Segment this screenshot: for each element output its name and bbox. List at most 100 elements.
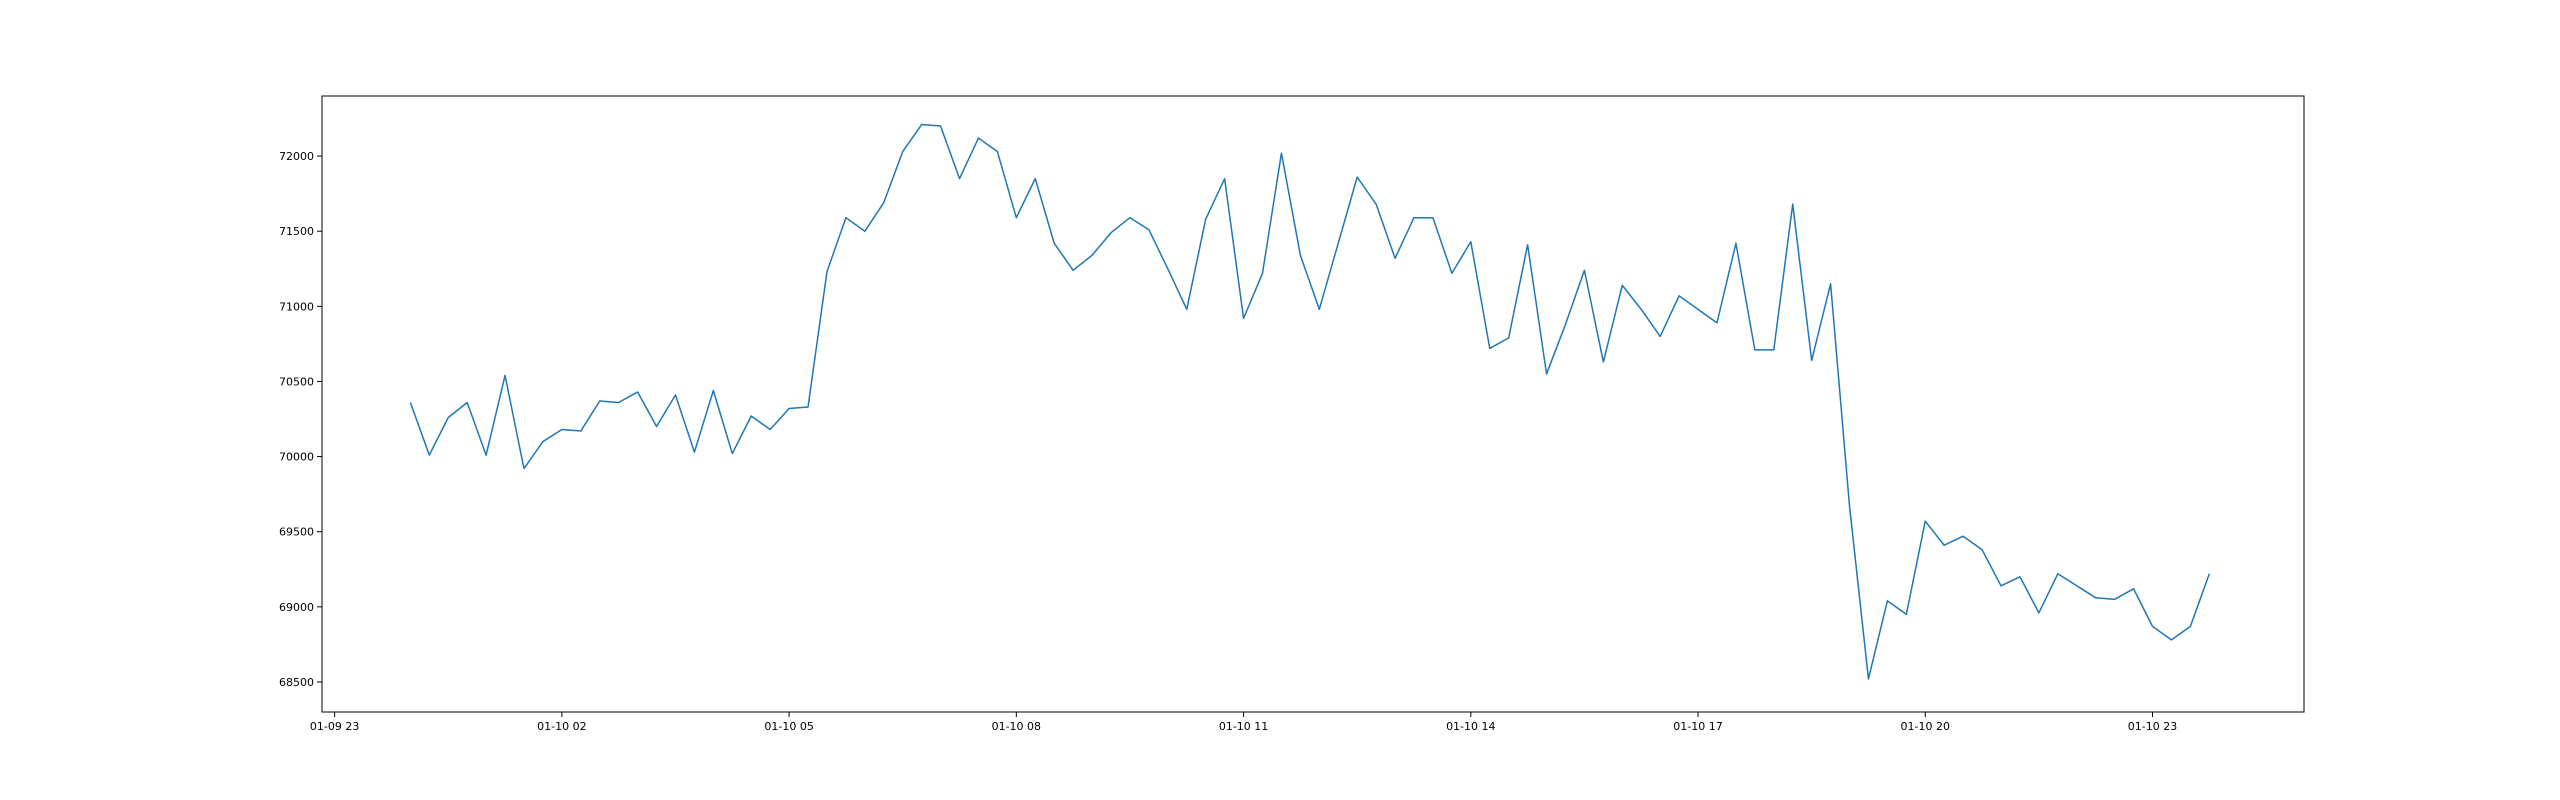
data-point <box>1281 152 1283 154</box>
y-tick-label: 70500 <box>279 375 314 388</box>
data-point <box>656 426 658 428</box>
data-point <box>1129 217 1131 219</box>
x-tick-label: 01-09 23 <box>310 720 359 733</box>
data-point <box>1375 203 1377 205</box>
data-point <box>410 402 412 404</box>
data-point <box>1016 217 1018 219</box>
data-point <box>1319 309 1321 311</box>
data-point <box>1830 283 1832 285</box>
data-point <box>1110 232 1112 234</box>
data-point <box>2152 626 2154 628</box>
data-point <box>1584 269 1586 271</box>
data-point <box>2171 639 2173 641</box>
x-tick-label: 01-10 05 <box>764 720 813 733</box>
data-point <box>1053 242 1055 244</box>
data-point <box>1205 218 1207 220</box>
data-point <box>1356 176 1358 178</box>
data-point <box>2190 626 2192 628</box>
data-point <box>1489 348 1491 350</box>
series-layer <box>409 123 2211 680</box>
data-point <box>1470 241 1472 243</box>
data-point <box>2057 573 2059 575</box>
data-point <box>864 230 866 232</box>
x-tick-label: 01-10 20 <box>1901 720 1950 733</box>
data-point <box>1603 361 1605 363</box>
data-point <box>580 430 582 432</box>
x-tick-label: 01-10 14 <box>1446 720 1495 733</box>
data-point <box>1337 242 1339 244</box>
data-point <box>1451 272 1453 274</box>
data-point <box>1735 242 1737 244</box>
data-point <box>1868 678 1870 680</box>
data-point <box>731 453 733 455</box>
data-point <box>561 429 563 431</box>
data-point <box>1413 217 1415 219</box>
data-point <box>1186 309 1188 311</box>
data-point <box>1659 336 1661 338</box>
data-point <box>807 406 809 408</box>
data-point <box>997 151 999 153</box>
data-point <box>1072 269 1074 271</box>
x-axis: 01-09 23 01-10 02 01-10 05 01-10 08 01-10 11… <box>310 712 2177 733</box>
data-point <box>1906 614 1908 616</box>
data-point <box>713 390 715 392</box>
data-point <box>2209 573 2211 575</box>
data-point <box>959 178 961 180</box>
x-tick-label: 01-10 17 <box>1673 720 1722 733</box>
data-point <box>523 468 525 470</box>
data-point <box>1148 229 1150 231</box>
data-point <box>940 125 942 127</box>
data-point <box>1943 544 1945 546</box>
data-point <box>1621 285 1623 287</box>
data-point <box>1754 349 1756 351</box>
data-point <box>1981 549 1983 551</box>
y-tick-label: 69500 <box>279 526 314 539</box>
series-line <box>409 123 2211 680</box>
data-point <box>1262 272 1264 274</box>
data-point <box>2000 585 2002 587</box>
data-point <box>466 402 468 404</box>
data-point <box>637 391 639 393</box>
data-point <box>1091 254 1093 256</box>
data-point <box>788 408 790 410</box>
data-point <box>1887 600 1889 602</box>
x-tick-label: 01-10 08 <box>992 720 1041 733</box>
data-point <box>1527 244 1529 246</box>
data-point <box>1716 322 1718 324</box>
data-point <box>2133 588 2135 590</box>
data-point <box>1924 520 1926 522</box>
data-point <box>429 454 431 456</box>
plot-frame <box>321 95 2305 713</box>
data-point <box>1697 309 1699 311</box>
data-point <box>2019 576 2021 578</box>
y-tick-label: 68500 <box>279 676 314 689</box>
data-point <box>542 441 544 443</box>
y-axis: 68500 69000 69500 70000 70500 71000 71500 72000 <box>279 150 322 689</box>
x-tick-label: 01-10 23 <box>2128 720 2177 733</box>
x-tick-label: 01-10 11 <box>1219 720 1268 733</box>
data-point <box>1432 217 1434 219</box>
data-point <box>1773 349 1775 351</box>
y-tick-label: 71000 <box>279 300 314 313</box>
data-point <box>826 271 828 273</box>
y-tick-label: 69000 <box>279 601 314 614</box>
data-point <box>1167 268 1169 270</box>
y-tick-label: 71500 <box>279 225 314 238</box>
data-point <box>675 394 677 396</box>
data-point <box>1224 178 1226 180</box>
data-point <box>1034 178 1036 180</box>
x-tick-label: 01-10 02 <box>537 720 586 733</box>
data-point <box>1565 324 1567 326</box>
data-point <box>921 124 923 126</box>
y-tick-label: 70000 <box>279 451 314 464</box>
data-point <box>1811 360 1813 362</box>
data-point <box>1678 295 1680 297</box>
data-point <box>447 417 449 419</box>
data-point <box>2038 612 2040 614</box>
data-point <box>1849 505 1851 507</box>
data-point <box>1546 373 1548 375</box>
data-point <box>1243 318 1245 320</box>
